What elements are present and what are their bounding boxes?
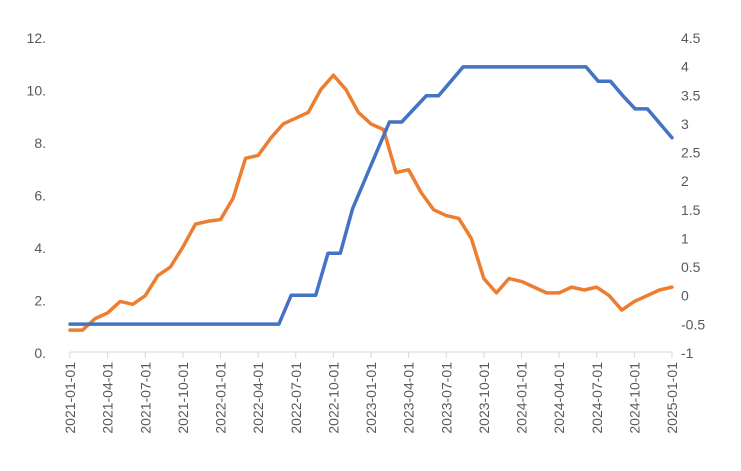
x-tick-label: 2023-07-01 [438,362,454,434]
x-tick-label: 2021-04-01 [100,362,116,434]
left-y-tick-label: 10. [27,83,46,99]
right-y-tick-label: 0.5 [681,259,701,275]
right-y-tick-label: 3.5 [681,87,701,103]
x-tick-label: 2024-01-01 [514,362,530,434]
left-y-axis: 0. 2. 4. 6. 8. 10. 12. [27,30,46,361]
right-y-tick-label: 2 [681,173,689,189]
orange-series-line [68,73,674,332]
right-y-tick-label: 1 [681,230,689,246]
right-y-tick-label: 2.5 [681,145,701,161]
x-tick-label: 2021-07-01 [137,362,153,434]
right-y-tick-label: 3 [681,116,689,132]
x-axis: 2021-01-01 2021-04-01 2021-07-01 2021-10-01… [62,351,680,434]
right-y-tick-label: -0.5 [681,316,705,332]
left-y-tick-label: 12. [27,30,46,46]
x-tick-label: 2022-10-01 [325,362,341,434]
x-tick-label: 2022-01-01 [213,362,229,434]
blue-series-line [68,65,674,326]
right-y-tick-label: 1.5 [681,202,701,218]
x-tick-label: 2023-01-01 [363,362,379,434]
x-tick-label: 2023-04-01 [401,362,417,434]
x-tick-label: 2024-04-01 [551,362,567,434]
x-tick-label: 2023-10-01 [476,362,492,434]
x-tick-label: 2021-10-01 [175,362,191,434]
x-tick-label: 2025-01-01 [664,362,680,434]
x-tick-label: 2022-04-01 [250,362,266,434]
right-y-axis: -1 -0.5 0 0.5 1 1.5 2 2.5 3 3.5 4 4.5 [681,30,705,361]
right-y-tick-label: 4 [681,59,689,75]
left-y-tick-label: 4. [34,240,46,256]
series-layer [68,65,674,332]
right-y-tick-label: 4.5 [681,30,701,46]
x-tick-label: 2022-07-01 [288,362,304,434]
left-y-tick-label: 8. [34,135,46,151]
right-y-tick-label: 0 [681,288,689,304]
x-tick-label: 2021-01-01 [62,362,78,434]
x-tick-label: 2024-07-01 [589,362,605,434]
right-y-tick-label: -1 [681,345,694,361]
x-tick-label: 2024-10-01 [626,362,642,434]
left-y-tick-label: 6. [34,188,46,204]
left-y-tick-label: 0. [34,345,46,361]
left-y-tick-label: 2. [34,293,46,309]
